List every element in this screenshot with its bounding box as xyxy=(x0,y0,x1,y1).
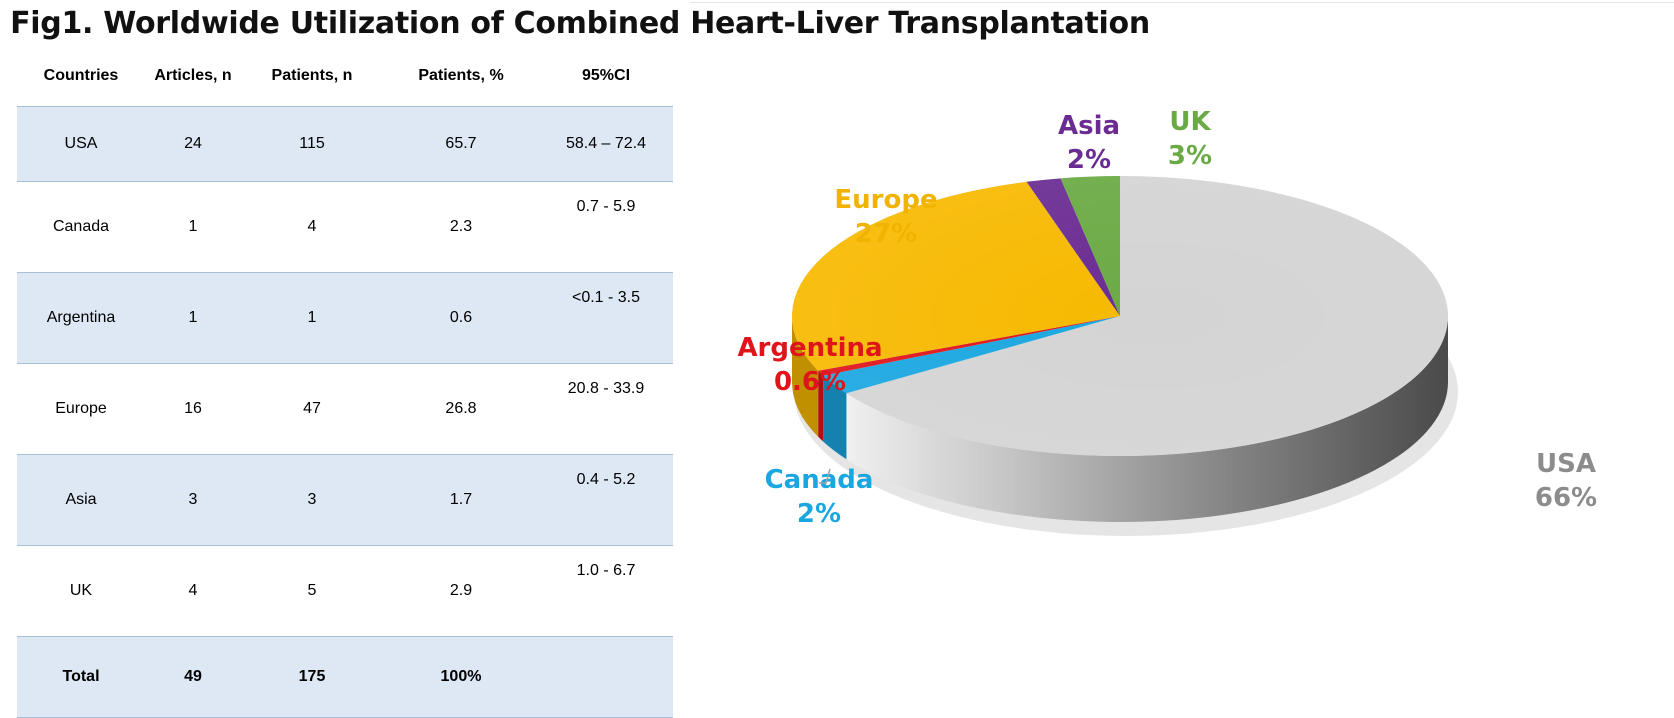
label-value-argentina: 0.6% xyxy=(774,367,846,397)
slice-labels: USA 66% Canada 2% Argentina 0.6% Europe 27% Asia… xyxy=(737,107,1597,529)
label-name-uk: UK xyxy=(1169,107,1211,137)
pie-slices xyxy=(792,176,1458,536)
label-value-europe: 27% xyxy=(855,219,917,249)
figure-title: Fig1. Worldwide Utilization of Combined … xyxy=(10,6,1150,41)
cell-percent: 1.7 xyxy=(383,454,539,546)
cell-country: Canada xyxy=(17,181,145,273)
cell-articles: 16 xyxy=(145,363,241,455)
cell-ci: 0.4 - 5.2 xyxy=(539,454,673,546)
cell-total-ci xyxy=(539,636,673,718)
cell-articles: 4 xyxy=(145,545,241,637)
cell-total-label: Total xyxy=(17,636,145,718)
cell-ci: 58.4 – 72.4 xyxy=(539,106,673,182)
cell-percent: 26.8 xyxy=(383,363,539,455)
cell-patients: 4 xyxy=(241,181,383,273)
cell-ci: 20.8 - 33.9 xyxy=(539,363,673,455)
table-row: Asia 3 3 1.7 0.4 - 5.2 xyxy=(17,454,673,546)
cell-country: UK xyxy=(17,545,145,637)
cell-percent: 2.3 xyxy=(383,181,539,273)
cell-ci: 0.7 - 5.9 xyxy=(539,181,673,273)
label-name-europe: Europe xyxy=(834,185,937,215)
country-table: Countries Articles, n Patients, n Patien… xyxy=(17,46,673,718)
pie-chart: USA 66% Canada 2% Argentina 0.6% Europe 27% Asia… xyxy=(737,107,1597,536)
cell-total-percent: 100% xyxy=(383,636,539,718)
cell-total-articles: 49 xyxy=(145,636,241,718)
label-name-asia: Asia xyxy=(1058,111,1120,141)
header-articles: Articles, n xyxy=(145,46,241,107)
slice-side-europe xyxy=(792,316,819,437)
cell-country: Europe xyxy=(17,363,145,455)
table-row: Canada 1 4 2.3 0.7 - 5.9 xyxy=(17,181,673,273)
leader-line-canada xyxy=(819,468,831,484)
label-value-uk: 3% xyxy=(1168,141,1212,171)
label-name-argentina: Argentina xyxy=(737,333,882,363)
cell-articles: 1 xyxy=(145,181,241,273)
cell-patients: 47 xyxy=(241,363,383,455)
label-value-canada: 2% xyxy=(797,499,841,529)
cell-country: USA xyxy=(17,106,145,182)
cell-articles: 24 xyxy=(145,106,241,182)
header-countries: Countries xyxy=(17,46,145,107)
cell-articles: 3 xyxy=(145,454,241,546)
header-patients-n: Patients, n xyxy=(241,46,383,107)
data-table: Countries Articles, n Patients, n Patien… xyxy=(17,46,673,718)
cell-percent: 0.6 xyxy=(383,272,539,364)
header-patients-percent: Patients, % xyxy=(383,46,539,107)
slice-side-canada xyxy=(823,375,847,460)
cell-country: Argentina xyxy=(17,272,145,364)
cell-percent: 65.7 xyxy=(383,106,539,182)
table-row: Argentina 1 1 0.6 <0.1 - 3.5 xyxy=(17,272,673,364)
cell-percent: 2.9 xyxy=(383,545,539,637)
header-row: Countries Articles, n Patients, n Patien… xyxy=(17,46,673,107)
cell-total-patients: 175 xyxy=(241,636,383,718)
table-row: Europe 16 47 26.8 20.8 - 33.9 xyxy=(17,363,673,455)
cell-ci: 1.0 - 6.7 xyxy=(539,545,673,637)
cell-country: Asia xyxy=(17,454,145,546)
label-value-asia: 2% xyxy=(1067,145,1111,175)
cell-articles: 1 xyxy=(145,272,241,364)
slice-side-usa xyxy=(846,316,1448,522)
cell-patients: 5 xyxy=(241,545,383,637)
table-row: USA 24 115 65.7 58.4 – 72.4 xyxy=(17,106,673,182)
cell-patients: 3 xyxy=(241,454,383,546)
cell-ci: <0.1 - 3.5 xyxy=(539,272,673,364)
label-name-canada: Canada xyxy=(765,465,874,495)
label-name-usa: USA xyxy=(1536,449,1596,479)
top-divider xyxy=(690,2,1674,3)
label-value-usa: 66% xyxy=(1535,483,1597,513)
slice-side-argentina xyxy=(818,370,824,442)
pie-sheen xyxy=(792,176,1448,456)
table-row: UK 4 5 2.9 1.0 - 6.7 xyxy=(17,545,673,637)
header-ci: 95%CI xyxy=(539,46,673,107)
table-total-row: Total 49 175 100% xyxy=(17,636,673,718)
cell-patients: 115 xyxy=(241,106,383,182)
cell-patients: 1 xyxy=(241,272,383,364)
